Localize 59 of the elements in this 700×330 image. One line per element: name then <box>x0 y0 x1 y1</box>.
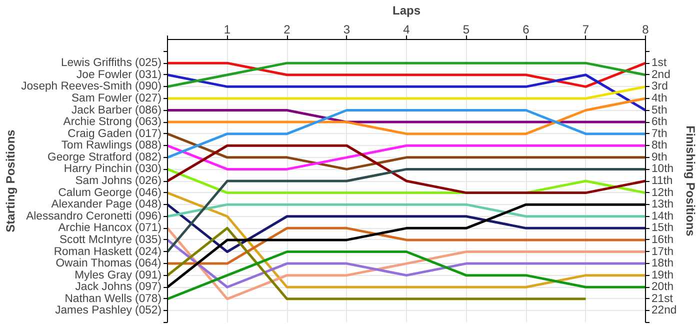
y2-tick-label: 4th <box>652 92 668 104</box>
y2-axis-title: Finishing Positions <box>684 126 698 237</box>
category-label: Scott McIntyre (035) <box>60 234 162 246</box>
category-label: Joe Fowler (031) <box>76 68 162 81</box>
y2-tick-label: 17th <box>652 246 674 258</box>
y2-tick-label: 21st <box>652 292 674 305</box>
y2-tick-label: 7th <box>652 128 668 140</box>
category-label: Sam Fowler (027) <box>71 92 162 104</box>
x-tick-label: 1 <box>224 22 231 36</box>
text: Starting Positions <box>4 129 18 232</box>
category-label: Myles Gray (091) <box>74 269 162 282</box>
category-label: James Pashley (052) <box>55 304 162 317</box>
y2-tick-label: 15th <box>652 222 674 234</box>
y2-tick-label: 12th <box>652 186 674 199</box>
y2-tick-label: 5th <box>652 104 668 116</box>
x-axis-title: Laps <box>392 4 421 18</box>
line-series <box>168 238 646 288</box>
category-label: Calum George (046) <box>58 186 162 199</box>
x-tick-label: 5 <box>462 22 470 36</box>
category-label: Craig Gaden (017) <box>68 128 162 140</box>
category-label: Nathan Wells (078) <box>64 292 162 305</box>
x-tick-label: 4 <box>403 22 410 36</box>
line-series <box>168 203 646 253</box>
category-label: Roman Haskett (024) <box>54 246 162 258</box>
line-series <box>168 97 646 136</box>
x-tick-label: 8 <box>642 22 650 36</box>
category-label: Archie Strong (063) <box>63 116 162 128</box>
category-label: Jack Johns (097) <box>75 281 162 294</box>
category-label: Alexander Page (048) <box>51 198 162 211</box>
y2-tick-label: 2nd <box>652 68 670 81</box>
y2-tick-label: 11th <box>652 175 673 187</box>
category-label: Archie Hancox (071) <box>58 222 162 234</box>
category-label: Sam Johns (026) <box>75 175 162 187</box>
y2-tick-label: 13th <box>652 198 674 211</box>
y2-tick-label: 10th <box>652 163 674 176</box>
y2-tick-label: 3rd <box>652 80 668 93</box>
category-label: Alessandro Ceronetti (096) <box>26 210 162 222</box>
y2-tick-label: 6th <box>652 116 668 128</box>
category-label: Jack Barber (086) <box>71 104 162 116</box>
y2-tick-label: 16th <box>652 234 674 246</box>
category-label: Owain Thomas (064) <box>56 258 162 270</box>
category-label: Harry Pinchin (030) <box>64 163 162 176</box>
y2-tick-label: 14th <box>652 210 674 222</box>
y2-tick-label: 19th <box>652 269 674 282</box>
category-label: Lewis Griffiths (025) <box>60 57 162 70</box>
category-label: Joseph Reeves-Smith (090) <box>21 80 162 93</box>
x-tick-label: 7 <box>582 22 590 36</box>
x-tick-label: 3 <box>343 22 350 36</box>
x-tick-label: 6 <box>522 22 530 36</box>
y2-tick-label: 9th <box>652 151 668 164</box>
category-label: Tom Rawlings (088) <box>61 140 162 152</box>
y2-tick-label: 22nd <box>652 304 677 317</box>
y2-tick-label: 8th <box>652 140 668 152</box>
line-series <box>168 250 646 300</box>
y2-tick-label: 18th <box>652 258 674 270</box>
y2-tick-label: 1st <box>652 57 668 70</box>
category-label: George Stratford (082) <box>48 151 162 164</box>
x-tick-label: 2 <box>284 22 291 36</box>
y2-tick-label: 20th <box>652 281 674 294</box>
